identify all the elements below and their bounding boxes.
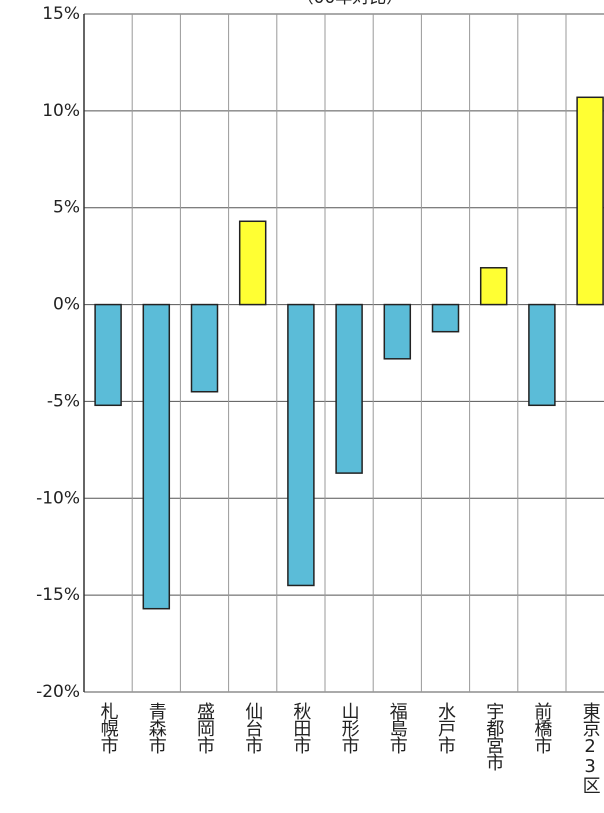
bar bbox=[528, 303, 556, 407]
bar bbox=[94, 303, 122, 407]
y-tick-label: 15% bbox=[42, 4, 80, 24]
x-tick-label: 山形市 bbox=[339, 702, 360, 754]
bar bbox=[142, 303, 171, 610]
bar bbox=[238, 220, 267, 306]
x-tick-label: 盛岡市 bbox=[194, 702, 215, 754]
y-tick-label: -15% bbox=[36, 585, 80, 605]
y-tick-label: 0% bbox=[53, 295, 80, 315]
y-tick-label: -20% bbox=[36, 682, 80, 702]
bar bbox=[383, 303, 412, 360]
x-tick-label: 青森市 bbox=[146, 702, 167, 754]
bar bbox=[431, 303, 460, 333]
bar bbox=[479, 267, 508, 306]
x-tick-label: 札幌市 bbox=[98, 702, 119, 754]
y-tick-label: 5% bbox=[53, 198, 80, 218]
x-tick-label: 水戸市 bbox=[435, 702, 456, 754]
bar bbox=[576, 96, 604, 306]
x-tick-label: 前橋市 bbox=[531, 702, 552, 754]
x-tick-label: 東京23区 bbox=[580, 702, 601, 793]
y-tick-label: -5% bbox=[47, 391, 80, 411]
chart-subtitle: （00年対比） bbox=[297, 0, 404, 8]
bar bbox=[190, 303, 219, 393]
x-tick-label: 福島市 bbox=[387, 702, 408, 754]
x-tick-label: 仙台市 bbox=[242, 702, 263, 754]
bar bbox=[287, 303, 315, 587]
x-tick-label: 宇都宮市 bbox=[483, 702, 504, 771]
x-tick-label: 秋田市 bbox=[290, 702, 311, 754]
y-tick-label: -10% bbox=[36, 488, 80, 508]
bar bbox=[335, 303, 363, 474]
y-tick-label: 10% bbox=[42, 101, 80, 121]
